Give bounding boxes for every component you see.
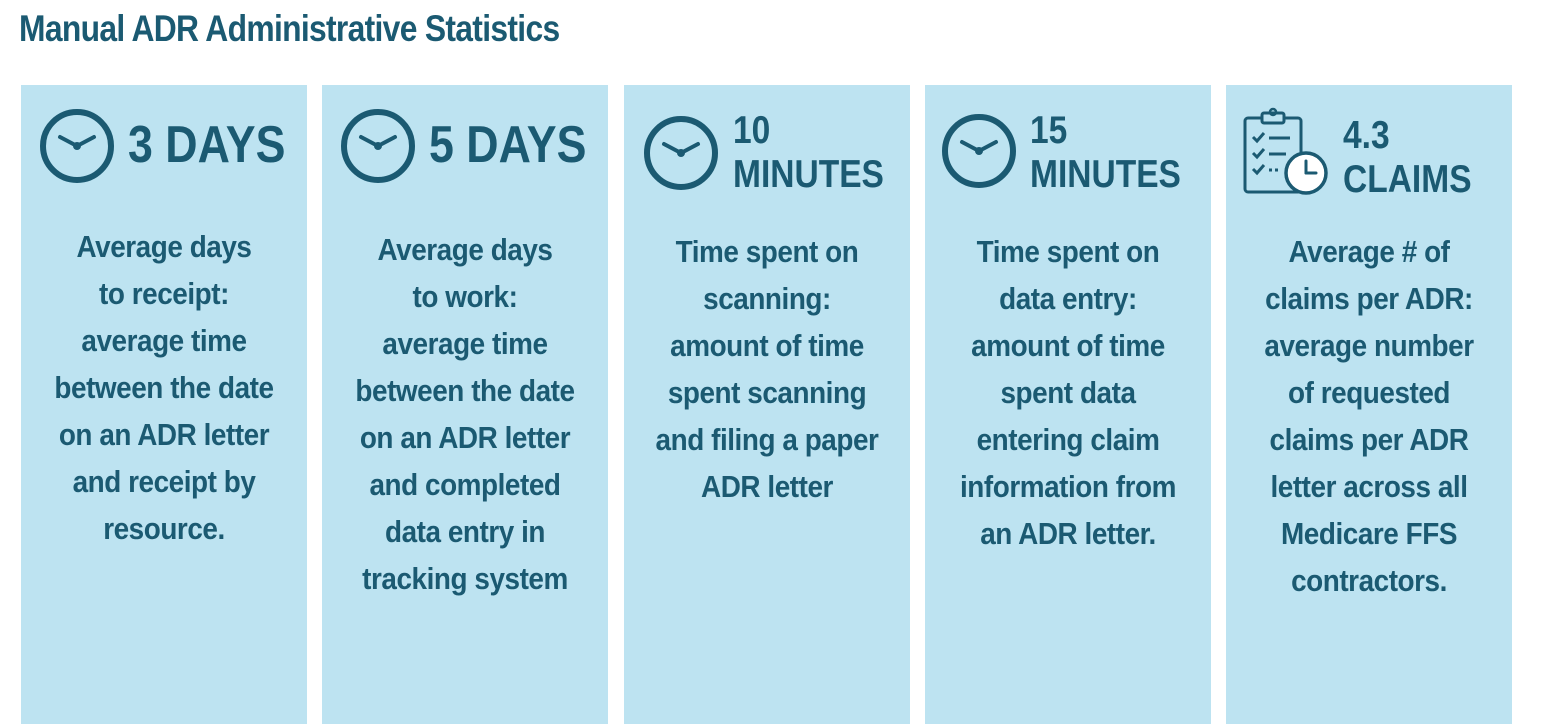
stat-value: 4.3 CLAIMS [1343, 114, 1472, 202]
page-title: Manual ADR Administrative Statistics [19, 8, 560, 49]
stat-card-data-entry-time: 15 MINUTES Time spent on data entry: amo… [925, 85, 1211, 724]
stat-value: 10 MINUTES [733, 109, 884, 197]
stat-card-days-to-receipt: 3 DAYS Average days to receipt: average … [21, 85, 307, 724]
clock-icon [642, 114, 720, 192]
stat-card-claims-per-adr: 4.3 CLAIMS Average # of claims per ADR: … [1226, 85, 1512, 724]
stat-value: 5 DAYS [429, 115, 586, 175]
stat-description: Average days to receipt: average time be… [54, 229, 274, 546]
stat-value-line1: 3 DAYS [128, 116, 286, 174]
clock-icon [339, 107, 417, 185]
stat-card-scanning-time: 10 MINUTES Time spent on scanning: amoun… [624, 85, 910, 724]
stat-description: Time spent on data entry: amount of time… [960, 234, 1176, 551]
stat-value: 15 MINUTES [1030, 109, 1181, 197]
stat-value-line1: 15 [1030, 109, 1068, 152]
clipboard-checklist-clock-icon [1242, 107, 1330, 197]
stat-value-line1: 10 [733, 109, 771, 152]
stat-description: Time spent on scanning: amount of time s… [655, 234, 879, 504]
stat-value-line1: 4.3 [1343, 114, 1390, 157]
stat-value: 3 DAYS [128, 115, 285, 175]
stat-description: Average days to work: average time betwe… [355, 232, 575, 596]
clock-icon [38, 107, 116, 185]
stat-value-line2: CLAIMS [1343, 158, 1472, 201]
stat-value-line1: 5 DAYS [429, 116, 587, 174]
clock-icon [940, 112, 1018, 190]
stat-value-line2: MINUTES [1030, 153, 1181, 196]
stat-card-days-to-work: 5 DAYS Average days to work: average tim… [322, 85, 608, 724]
stat-description: Average # of claims per ADR: average num… [1264, 234, 1474, 598]
stat-value-line2: MINUTES [733, 153, 884, 196]
